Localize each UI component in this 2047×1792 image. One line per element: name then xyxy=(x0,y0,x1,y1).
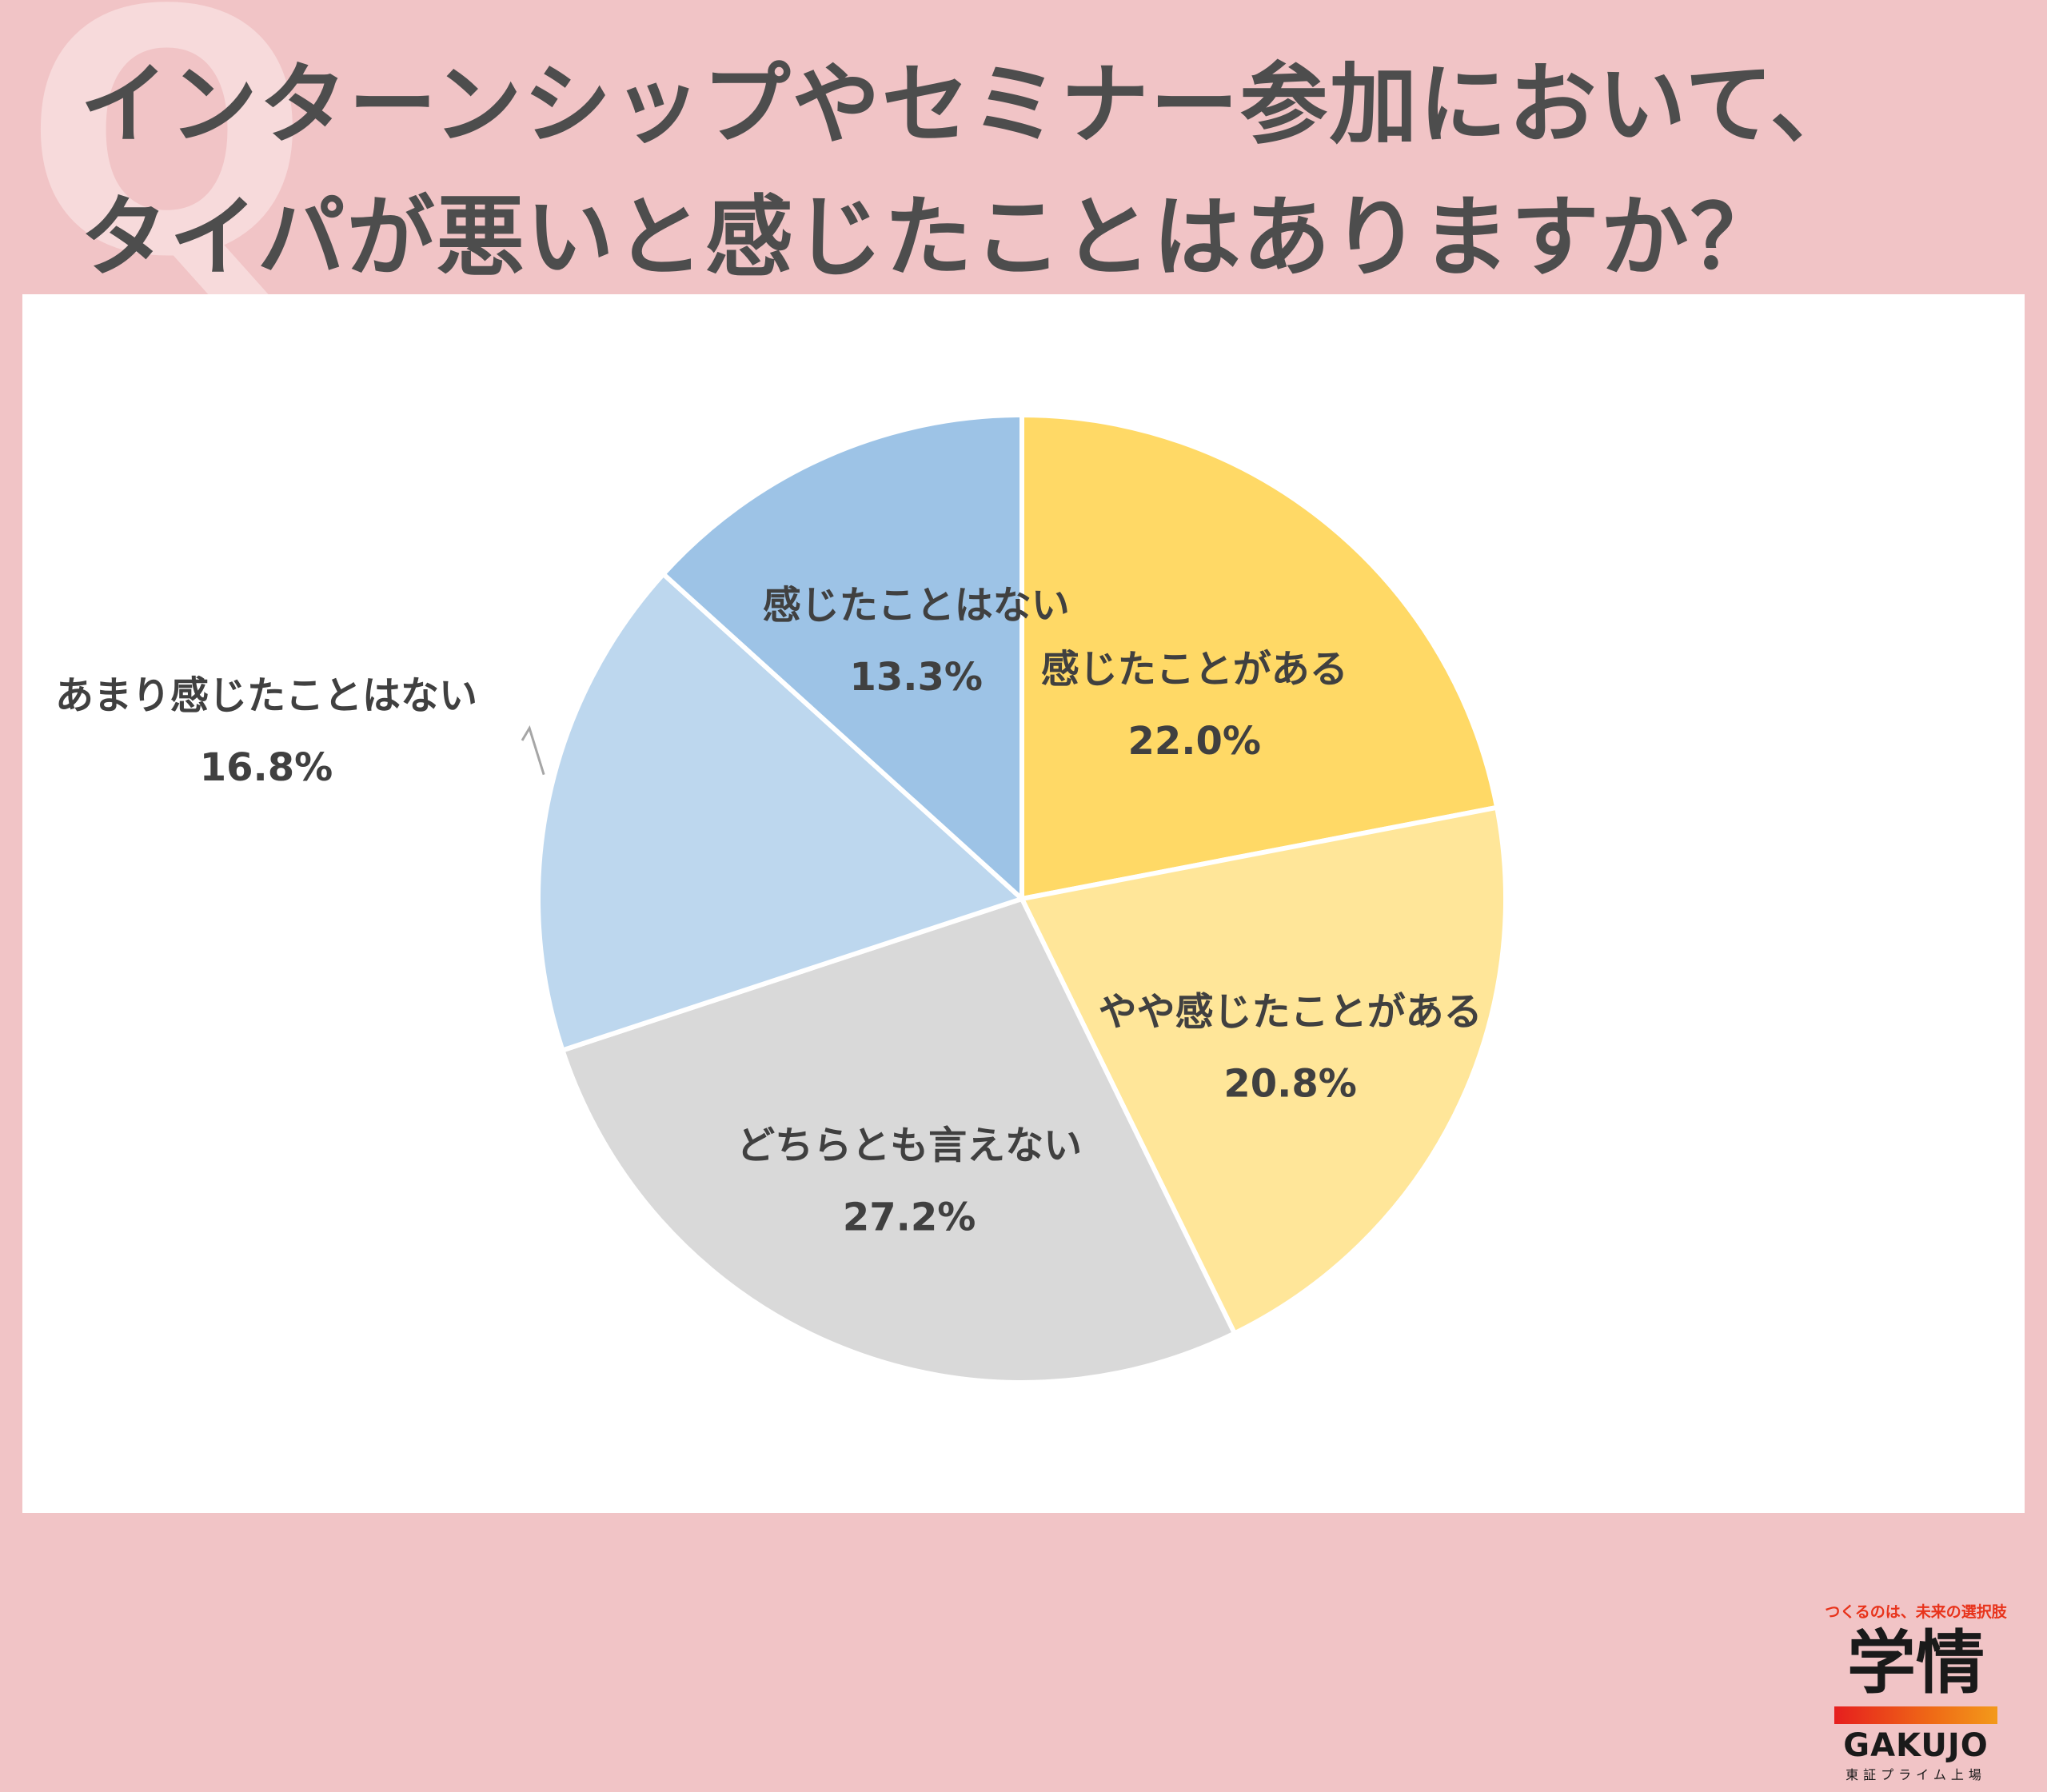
pie-chart: 感じたことがある 22.0% やや感じたことがある 20.8% どちらとも言えない 27.… xyxy=(55,412,1508,1385)
leader-line-4 xyxy=(521,724,545,776)
pie-slice-5 xyxy=(660,412,1024,904)
q-watermark: Q xyxy=(24,0,310,331)
logo-tagline: つくるのは、未来の選択肢 xyxy=(1825,1603,2007,1621)
chart-panel: 感じたことがある 22.0% やや感じたことがある 20.8% どちらとも言えない 27.… xyxy=(22,294,2025,1782)
slice-value-4: 16.8% xyxy=(200,745,333,790)
slice-label-5: 感じたことはない xyxy=(763,583,1070,628)
slice-value-1: 22.0% xyxy=(1128,719,1262,764)
slice-label-4: あまり感じたことはない xyxy=(55,673,477,718)
slice-value-3: 27.2% xyxy=(843,1195,976,1240)
title-line-2: タイパが悪いと感じたことはありますか？ xyxy=(80,186,1780,289)
pie-slice-3 xyxy=(559,896,1238,1385)
slice-value-5: 13.3% xyxy=(849,655,983,700)
slice-label-2: やや感じたことがある xyxy=(1099,990,1482,1035)
pie-slice-2 xyxy=(1018,804,1508,1337)
slice-label-1: 感じたことがある xyxy=(1041,647,1348,692)
slice-value-2: 20.8% xyxy=(1223,1062,1357,1107)
slice-label-3: どちらとも言えない xyxy=(736,1123,1082,1168)
pie-slice-1 xyxy=(1020,412,1500,902)
title-line-1: インターンシップやセミナー参加において、 xyxy=(80,54,1860,156)
pie-slice-4 xyxy=(536,570,1027,1054)
page-title: インターンシップやセミナー参加において、 タイパが悪いと感じたことはありますか？ xyxy=(80,38,1999,304)
logo-subtitle: 東証プライム上場 xyxy=(1845,1767,1986,1782)
logo-bar xyxy=(1834,1706,1997,1724)
logo-romaji: GAKUJO xyxy=(1843,1727,1989,1764)
logo-kanji: 学情 xyxy=(1847,1623,1985,1703)
gakujo-logo: つくるのは、未来の選択肢 学情 GAKUJO 東証プライム上場 xyxy=(1825,1600,2007,1792)
